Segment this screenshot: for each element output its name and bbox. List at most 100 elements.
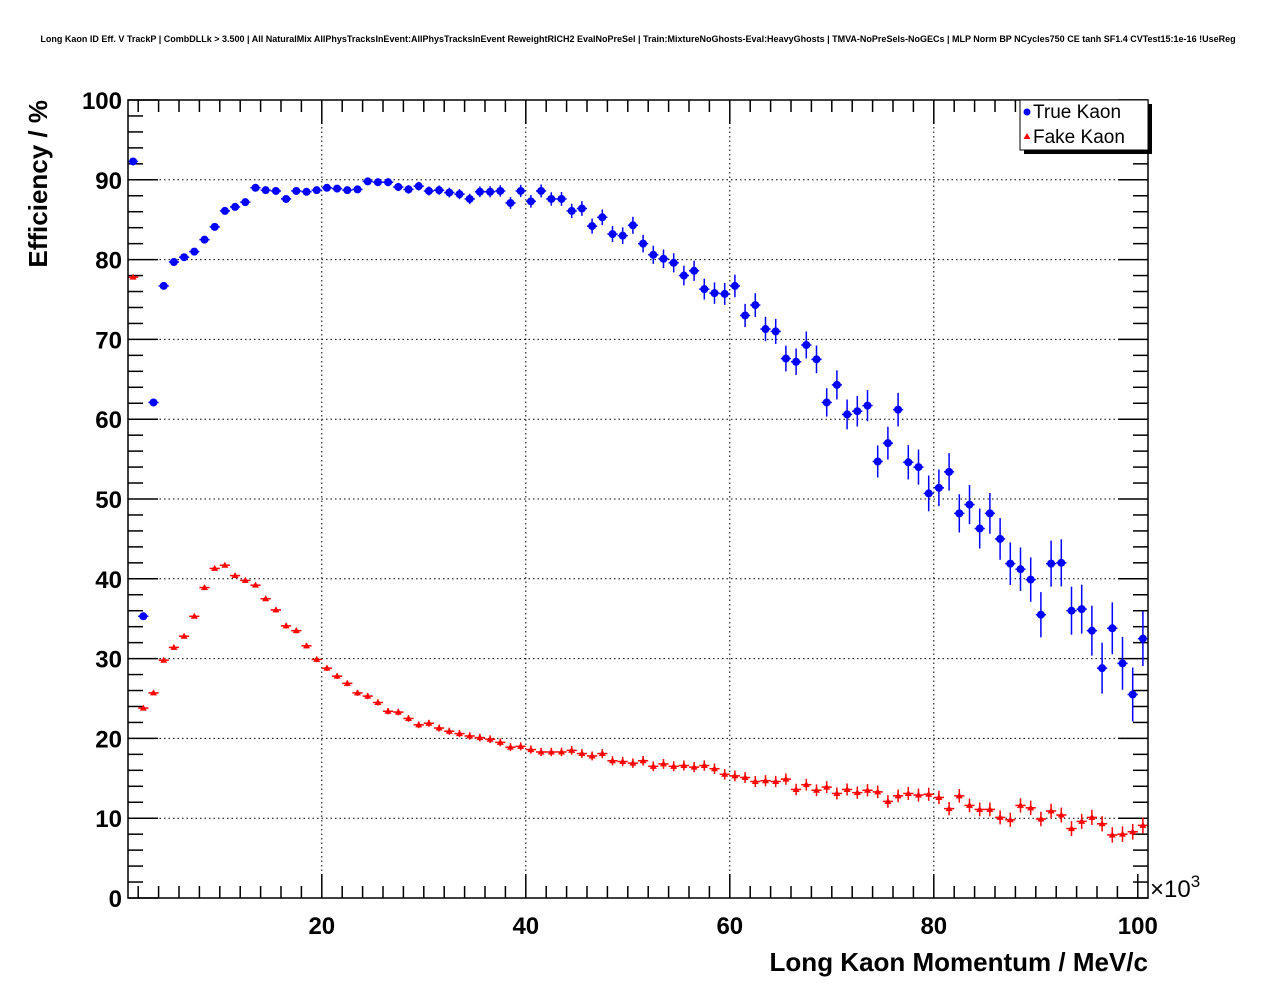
true-kaon-point [261, 186, 270, 195]
true-kaon-point [659, 254, 668, 263]
fake-kaon-point [741, 774, 749, 781]
true-kaon-point [822, 398, 831, 407]
fake-kaon-point [456, 730, 463, 737]
fake-kaon-point [649, 762, 657, 769]
fake-kaon-point [853, 789, 861, 796]
true-kaon-point [394, 182, 403, 191]
fake-kaon-point [874, 788, 882, 795]
true-kaon-point [302, 187, 311, 196]
true-kaon-point [771, 327, 780, 336]
fake-kaon-point [466, 732, 474, 739]
true-kaon-point [159, 281, 168, 290]
x-tick-label: 40 [512, 913, 539, 940]
true-kaon-point [557, 194, 566, 203]
fake-kaon-point [211, 564, 219, 571]
fake-kaon-point [904, 789, 912, 796]
fake-kaon-point [180, 632, 188, 639]
y-tick-label: 20 [95, 726, 122, 753]
true-kaon-point [516, 186, 525, 195]
true-kaon-point [1057, 558, 1066, 567]
fake-kaon-point [190, 612, 198, 619]
true-kaon-point [577, 204, 586, 213]
fake-kaon-point [476, 734, 484, 741]
true-kaon-point [271, 186, 280, 195]
fake-kaon-point [629, 759, 637, 766]
true-kaon-point [180, 253, 189, 262]
fake-kaon-point [680, 762, 688, 769]
true-kaon-point [1006, 559, 1015, 568]
fake-kaon-point [1078, 817, 1086, 824]
legend-fake-kaon-marker [1023, 133, 1031, 139]
true-kaon-point [210, 222, 219, 231]
fake-kaon-point [1047, 807, 1055, 814]
true-kaon-point [628, 221, 637, 230]
true-kaon-point [424, 186, 433, 195]
y-tick-labels: 0 10 20 30 40 50 60 70 80 90 100 [82, 88, 122, 913]
fake-kaon-point [507, 743, 514, 750]
true-kaon-point [486, 187, 495, 196]
fake-kaon-point [292, 627, 300, 634]
true-kaon-point [996, 534, 1005, 543]
true-kaon-point [465, 194, 474, 203]
error-bars [128, 159, 1148, 843]
true-kaon-point [251, 183, 260, 192]
fake-kaon-point [405, 714, 412, 721]
true-kaon-point [924, 489, 933, 498]
true-kaon-point [792, 357, 801, 366]
true-kaon-point [1128, 690, 1137, 699]
true-kaon-point [965, 500, 974, 509]
fake-kaon-point [537, 748, 545, 755]
true-kaon-point [139, 612, 148, 621]
fake-kaon-point [955, 792, 963, 799]
true-kaon-point [1108, 624, 1117, 633]
x-multiplier: ×103 [1150, 872, 1200, 903]
true-kaon-point [149, 398, 158, 407]
true-kaon-point [669, 258, 678, 267]
fake-kaon-point [925, 790, 933, 797]
fake-kaon-point [976, 805, 984, 812]
fake-kaon-point [150, 689, 157, 696]
true-kaon-point [506, 198, 515, 207]
true-kaon-point [363, 177, 372, 186]
true-kaon-point [1026, 575, 1035, 584]
true-kaon-point [741, 311, 750, 320]
y-tick-label: 90 [95, 168, 122, 195]
true-kaon-point [761, 325, 770, 334]
fake-kaon-point [660, 760, 667, 767]
true-kaon-point [934, 483, 943, 492]
y-tick-label: 0 [109, 886, 122, 913]
true-kaon-point [414, 182, 423, 191]
true-kaon-point [588, 222, 597, 231]
fake-kaon-point [425, 719, 433, 726]
fake-kaon-point [966, 801, 973, 808]
true-kaon-point [1087, 626, 1096, 635]
legend: True Kaon Fake Kaon [1019, 99, 1152, 154]
true-kaon-point [639, 239, 648, 248]
fake-kaon-point [129, 273, 137, 280]
x-axis-label: Long Kaon Momentum / MeV/c [770, 947, 1148, 977]
fake-kaon-point [823, 783, 831, 790]
true-kaon-point [720, 289, 729, 298]
fake-kaon-point [1108, 831, 1116, 838]
true-kaon-point [129, 157, 138, 166]
true-kaon-point [700, 285, 709, 294]
true-kaon-point [832, 380, 841, 389]
fake-kaon-point [1129, 828, 1137, 835]
true-kaon-point [863, 401, 872, 410]
true-kaon-point [679, 271, 688, 280]
true-kaon-point [690, 266, 699, 275]
legend-true-kaon-marker [1023, 108, 1031, 116]
fake-kaon-point [384, 707, 392, 714]
fake-kaon-point [619, 758, 627, 765]
fake-kaon-point [670, 762, 678, 769]
true-kaon-point [343, 186, 352, 195]
fake-kaon-point [915, 791, 922, 798]
fake-kaon-point [894, 792, 902, 799]
fake-kaon-point [262, 595, 270, 602]
fake-kaon-point [547, 748, 555, 755]
true-kaon-point [526, 197, 535, 206]
fake-kaon-point [751, 777, 759, 784]
fake-kaon-point [813, 786, 820, 793]
true-kaon-point [1036, 610, 1045, 619]
